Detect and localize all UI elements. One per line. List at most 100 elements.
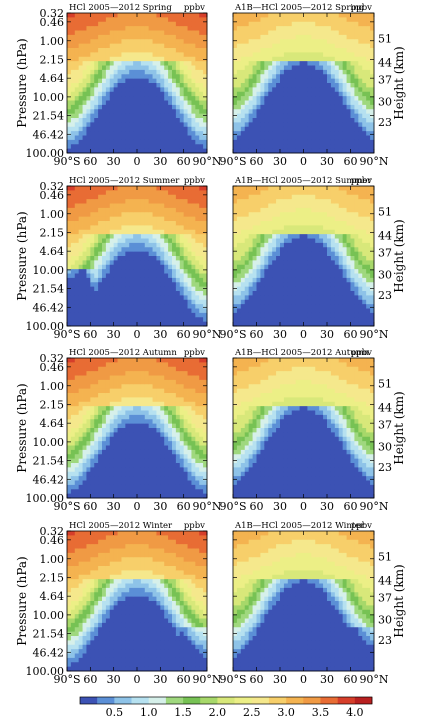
contour-cell (330, 216, 336, 222)
contour-cell (129, 203, 134, 209)
contour-cell (330, 122, 336, 128)
contour-cell (94, 109, 99, 115)
contour-cell (323, 225, 328, 231)
contour-cell (330, 190, 336, 196)
contour-cell (183, 199, 188, 204)
contour-cell (164, 264, 169, 270)
contour-cell (236, 264, 242, 270)
contour-cell (160, 17, 165, 23)
contour-cell (74, 282, 80, 288)
pressure-tick-label: 100.00 (26, 320, 65, 333)
contour-cell (74, 358, 80, 363)
contour-cell (144, 312, 150, 318)
contour-cell (67, 419, 72, 425)
contour-cell (366, 207, 371, 213)
contour-cell (175, 260, 181, 266)
contour-cell (268, 299, 273, 305)
contour-cell (338, 225, 344, 231)
contour-cell (272, 139, 277, 145)
contour-cell (295, 139, 300, 145)
contour-cell (160, 91, 165, 97)
contour-cell (319, 247, 324, 253)
contour-cell (334, 286, 340, 292)
latitude-tick-label: 90°S (219, 155, 246, 168)
contour-cell (323, 139, 328, 145)
contour-cell (70, 186, 76, 191)
contour-cell (172, 229, 177, 235)
contour-cell (358, 83, 363, 88)
contour-cell (160, 299, 165, 305)
contour-cell (67, 321, 72, 327)
contour-cell (86, 43, 91, 49)
latitude-tick-label: 30 (107, 155, 121, 168)
contour-cell (67, 362, 72, 368)
contour-cell (156, 74, 161, 80)
contour-cell (240, 144, 246, 150)
contour-cell (86, 238, 91, 244)
contour-cell (280, 122, 285, 128)
contour-cell (191, 30, 196, 36)
contour-cell (350, 199, 355, 204)
contour-cell (370, 299, 375, 305)
contour-cell (98, 286, 103, 292)
contour-cell (121, 304, 126, 309)
contour-cell (252, 83, 257, 88)
contour-cell (78, 291, 83, 296)
contour-cell (203, 126, 208, 132)
contour-cell (156, 238, 161, 244)
contour-cell (362, 144, 367, 150)
contour-cell (307, 61, 312, 66)
pressure-tick-label: 100.00 (26, 147, 65, 160)
contour-cell (366, 299, 371, 305)
contour-cell (140, 229, 146, 235)
contour-cell (195, 52, 200, 58)
contour-cell (164, 87, 169, 93)
contour-cell (256, 203, 261, 209)
contour-cell (82, 423, 87, 429)
contour-cell (334, 317, 340, 323)
contour-cell (370, 317, 375, 323)
contour-cell (233, 304, 238, 309)
contour-cell (233, 286, 238, 292)
contour-cell (256, 277, 261, 283)
contour-cell (187, 207, 192, 213)
contour-cell (268, 264, 273, 270)
contour-cell (74, 26, 80, 31)
contour-cell (187, 122, 192, 128)
pressure-tick-label: 0.32 (40, 7, 65, 20)
contour-cell (248, 30, 253, 36)
contour-cell (256, 61, 261, 66)
contour-cell (105, 269, 111, 274)
contour-cell (358, 312, 363, 318)
contour-cell (133, 21, 138, 27)
contour-cell (86, 229, 91, 235)
contour-cell (137, 43, 142, 49)
contour-cell (233, 74, 238, 80)
contour-cell (109, 299, 115, 305)
contour-cell (252, 69, 257, 75)
contour-cell (362, 61, 367, 66)
contour-cell (160, 221, 165, 226)
contour-cell (121, 148, 126, 154)
contour-cell (70, 212, 76, 218)
contour-cell (295, 87, 300, 93)
contour-cell (311, 190, 316, 196)
contour-cell (175, 65, 181, 71)
contour-cell (86, 304, 91, 309)
contour-cell (90, 148, 95, 154)
contour-cell (240, 273, 246, 279)
contour-cell (354, 83, 359, 88)
contour-cell (172, 317, 177, 323)
contour-cell (121, 56, 126, 62)
contour-cell (295, 61, 300, 66)
contour-cell (175, 135, 181, 141)
contour-cell (280, 48, 285, 53)
contour-cell (86, 65, 91, 71)
contour-cell (291, 78, 297, 84)
contour-cell (319, 74, 324, 80)
contour-cell (327, 131, 332, 136)
contour-cell (102, 256, 107, 261)
contour-cell (236, 21, 242, 27)
contour-cell (133, 113, 138, 119)
contour-cell (164, 212, 169, 218)
